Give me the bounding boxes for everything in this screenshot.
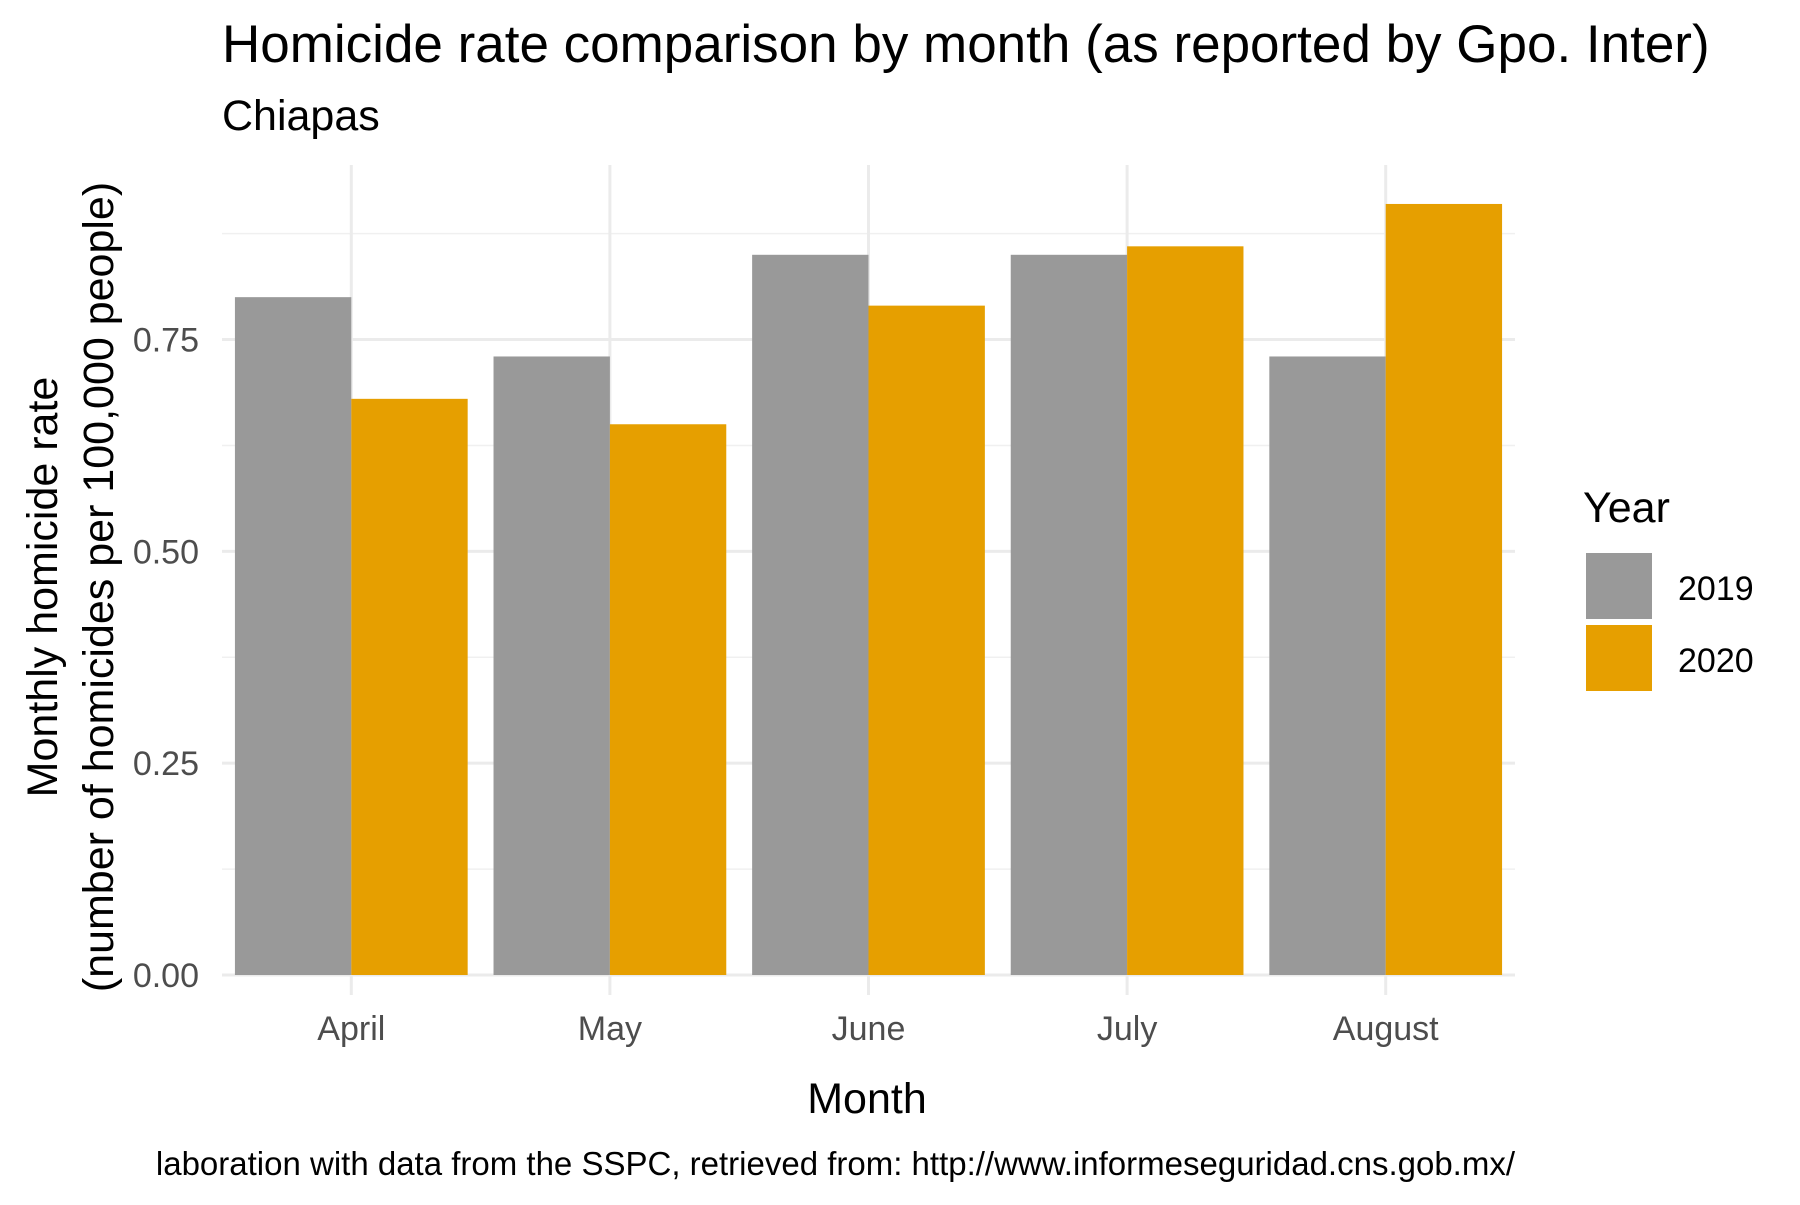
bar-2020-august	[1385, 203, 1503, 975]
bar-2020-may	[609, 424, 727, 975]
bar-2019-august	[1269, 356, 1386, 975]
x-tick-label: July	[1097, 1010, 1157, 1048]
y-tick-label: 0.25	[133, 745, 199, 783]
x-axis-title: Month	[807, 1075, 927, 1123]
tick-labels: April May June July August 0.00 0.25 0.50 0.75	[133, 322, 1439, 1048]
bar-2019-april	[234, 297, 352, 975]
chart-subtitle: Chiapas	[222, 92, 380, 140]
bar-2019-june	[752, 254, 869, 976]
y-tick-label: 0.75	[133, 322, 199, 360]
x-tick-label: April	[317, 1010, 385, 1048]
chart-caption: laboration with data from the SSPC, retr…	[156, 1145, 1516, 1182]
chart-title: Homicide rate comparison by month (as re…	[222, 15, 1710, 74]
x-tick-label: August	[1333, 1010, 1439, 1048]
bar-2020-april	[351, 398, 468, 975]
x-tick-label: May	[578, 1010, 642, 1048]
y-axis-title-line1: Monthly homicide rate	[19, 377, 67, 798]
y-tick-label: 0.50	[133, 533, 199, 571]
x-tick-label: June	[832, 1010, 906, 1048]
y-tick-label: 0.00	[133, 957, 199, 995]
bar-2019-may	[493, 356, 610, 975]
bar-2020-july	[1127, 246, 1244, 975]
bars	[234, 203, 1503, 976]
legend-swatch-2020	[1586, 625, 1652, 691]
legend-swatch-2019	[1586, 553, 1652, 619]
legend: Year 2019 2020	[1583, 484, 1754, 691]
bar-2020-june	[868, 305, 985, 975]
bar-2019-july	[1010, 254, 1128, 976]
y-axis-title-line2: (number of homicides per 100,000 people)	[75, 182, 123, 992]
legend-label-2020: 2020	[1678, 642, 1754, 680]
legend-label-2019: 2019	[1678, 570, 1754, 608]
legend-title: Year	[1583, 484, 1670, 532]
